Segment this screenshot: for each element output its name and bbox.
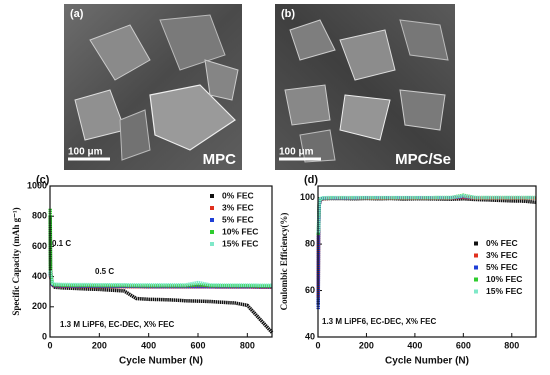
annotation: 1.3 M LiPF6, EC-DEC, X% FEC (60, 320, 174, 329)
y-tick-label: 600 (32, 241, 47, 251)
x-tick-label: 0 (47, 340, 52, 350)
x-tick-label: 600 (456, 340, 471, 350)
legend-label: 10% FEC (222, 226, 258, 236)
legend-label: 15% FEC (222, 238, 258, 248)
x-tick-label: 400 (141, 340, 156, 350)
y-tick-label: 40 (305, 331, 315, 341)
legend-swatch (474, 289, 478, 294)
x-tick-label: 400 (407, 340, 422, 350)
y-tick-label: 200 (32, 301, 47, 311)
x-tick-label: 800 (240, 340, 255, 350)
annotation: 0.1 C (52, 239, 71, 248)
plot-frame (49, 185, 273, 338)
y-tick-label: 100 (300, 192, 315, 202)
legend-swatch (474, 241, 478, 246)
series-line (48, 216, 274, 334)
legend-swatch (210, 194, 214, 198)
legend-label: 5% FEC (486, 262, 518, 272)
annotation: 0.5 C (95, 267, 114, 276)
series-line (316, 194, 536, 233)
legend-swatch (210, 218, 214, 222)
image-caption: MPC (203, 151, 237, 168)
legend-label: 3% FEC (222, 202, 254, 212)
legend-label: 3% FEC (486, 250, 518, 260)
panel-label: (d) (304, 174, 318, 186)
y-tick-label: 400 (32, 271, 47, 281)
y-tick-label: 0 (42, 331, 47, 341)
legend-swatch (474, 277, 478, 282)
y-tick-label: 1000 (27, 180, 47, 190)
scale-bar-label: 100 μm (279, 147, 314, 158)
legend-label: 10% FEC (486, 274, 522, 284)
legend-swatch (210, 242, 214, 246)
image-caption: MPC/Se (395, 151, 451, 168)
legend-swatch (474, 253, 478, 258)
y-axis-label: Coulombic Efficiency(%) (279, 213, 289, 311)
panel-label: (b) (281, 8, 295, 20)
legend-label: 5% FEC (222, 214, 254, 224)
x-axis-label: Cycle Number (N) (119, 356, 203, 367)
x-tick-label: 200 (359, 340, 374, 350)
x-tick-label: 800 (504, 340, 519, 350)
scale-bar-label: 100 μm (68, 147, 103, 158)
legend-label: 15% FEC (486, 286, 522, 296)
sem-image-a: (a) 100 μm MPC (64, 4, 242, 170)
plot-frame (317, 185, 537, 338)
sem-image-b: (b) 100 μm MPC/Se (275, 4, 455, 170)
x-tick-label: 0 (315, 340, 320, 350)
x-tick-label: 600 (190, 340, 205, 350)
legend-label: 0% FEC (222, 190, 254, 200)
panel-label: (a) (70, 8, 84, 20)
x-axis-label: Cycle Number (N) (385, 356, 469, 367)
y-axis-label: Specific Capacity (mAh g⁻¹) (11, 207, 21, 315)
y-tick-label: 80 (305, 238, 315, 248)
x-tick-label: 200 (92, 340, 107, 350)
legend-swatch (474, 265, 478, 270)
annotation: 1.3 M LiPF6, EC-DEC, X% FEC (322, 317, 436, 326)
legend-label: 0% FEC (486, 238, 518, 248)
y-tick-label: 800 (32, 211, 47, 221)
series-line (48, 270, 272, 287)
legend-swatch (210, 230, 214, 234)
legend-swatch (210, 206, 214, 210)
panel-label: (c) (36, 174, 50, 186)
y-tick-label: 60 (305, 285, 315, 295)
